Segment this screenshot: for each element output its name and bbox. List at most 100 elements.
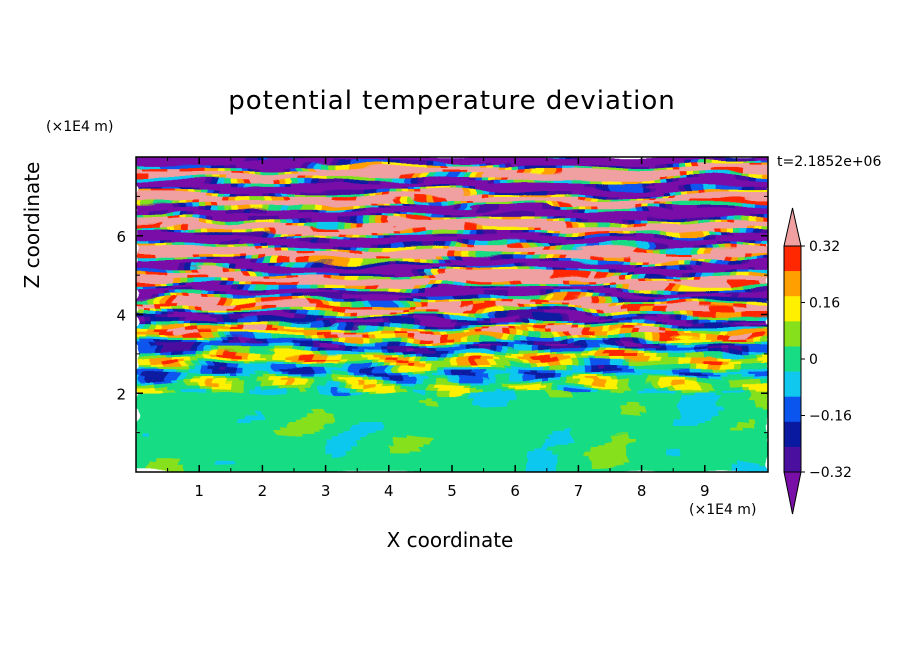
- contour-cell: [672, 455, 680, 460]
- contour-cell: [394, 425, 402, 430]
- contour-cell: [584, 432, 592, 437]
- contour-cell: [382, 455, 390, 460]
- contour-cell: [262, 438, 270, 443]
- contour-cell: [445, 435, 453, 440]
- contour-cell: [597, 438, 604, 443]
- contour-cell: [306, 425, 314, 430]
- contour-cell: [552, 452, 560, 456]
- contour-cell: [660, 448, 668, 453]
- contour-cell: [742, 422, 750, 427]
- contour-cell: [451, 452, 459, 456]
- contour-cell: [502, 432, 510, 437]
- contour-cell: [552, 442, 560, 447]
- contour-cell: [375, 468, 383, 472]
- contour-cell: [451, 468, 459, 472]
- contour-cell: [420, 461, 428, 466]
- contour-cell: [262, 435, 270, 440]
- contour-cell: [186, 448, 194, 453]
- contour-cell: [369, 468, 377, 472]
- contour-cell: [584, 465, 592, 470]
- contour-cell: [136, 445, 143, 450]
- contour-cell: [160, 422, 168, 427]
- contour-cell: [224, 438, 232, 443]
- contour-cell: [388, 435, 396, 440]
- contour-cell: [603, 448, 611, 453]
- contour-cell: [211, 455, 219, 460]
- contour-cell: [344, 445, 352, 450]
- contour-cell: [672, 432, 680, 437]
- contour-cell: [546, 425, 554, 430]
- contour-cell: [559, 438, 567, 443]
- contour-cell: [704, 422, 712, 427]
- contour-cell: [217, 425, 225, 430]
- contour-cell: [489, 465, 497, 470]
- contour-cell: [262, 448, 270, 453]
- contour-cell: [628, 468, 636, 472]
- contour-cell: [729, 461, 737, 466]
- contour-cell: [426, 429, 434, 433]
- contour-cell: [723, 425, 731, 430]
- contour-cell: [413, 452, 421, 456]
- contour-cell: [717, 442, 725, 447]
- contour-cell: [742, 458, 750, 463]
- contour-cell: [723, 422, 731, 427]
- contour-cell: [211, 435, 219, 440]
- contour-cell: [325, 432, 333, 437]
- contour-cell: [729, 429, 737, 433]
- contour-cell: [439, 448, 446, 453]
- contour-cell: [268, 445, 276, 450]
- contour-cell: [142, 419, 149, 424]
- contour-cell: [217, 432, 225, 437]
- contour-cell: [451, 438, 459, 443]
- contour-cell: [179, 429, 187, 433]
- contour-cell: [736, 468, 744, 472]
- contour-cell: [350, 422, 358, 427]
- contour-cell: [527, 425, 535, 430]
- contour-cell: [426, 458, 434, 463]
- contour-cell: [514, 429, 522, 433]
- contour-cell: [394, 468, 402, 472]
- contour-cell: [565, 438, 573, 443]
- contour-cell: [445, 461, 453, 466]
- contour-cell: [331, 448, 339, 453]
- contour-cell: [514, 461, 522, 466]
- contour-cell: [736, 458, 744, 463]
- contour-cell: [685, 452, 693, 456]
- contour-cell: [432, 442, 440, 447]
- contour-cell: [559, 455, 567, 460]
- contour-cell: [394, 429, 402, 433]
- contour-cell: [514, 465, 522, 470]
- contour-cell: [337, 432, 345, 437]
- contour-cell: [160, 442, 168, 447]
- contour-cell: [622, 429, 630, 433]
- contour-cell: [274, 465, 282, 470]
- contour-cell: [217, 455, 225, 460]
- contour-cell: [483, 442, 491, 447]
- contour-cell: [495, 435, 503, 440]
- contour-cell: [394, 465, 402, 470]
- contour-cell: [698, 448, 706, 453]
- contour-cell: [748, 468, 756, 472]
- contour-cell: [255, 468, 263, 472]
- contour-cell: [344, 461, 352, 466]
- contour-cell: [287, 455, 295, 460]
- contour-cell: [293, 461, 301, 466]
- contour-cell: [249, 468, 257, 472]
- contour-cell: [603, 468, 611, 472]
- contour-cell: [426, 468, 434, 472]
- contour-cell: [628, 442, 636, 447]
- contour-cell: [445, 448, 453, 453]
- contour-cell: [300, 419, 307, 424]
- contour-cell: [205, 468, 213, 472]
- contour-cell: [318, 455, 326, 460]
- contour-cell: [451, 425, 459, 430]
- contour-cell: [736, 442, 744, 447]
- contour-cell: [634, 468, 642, 472]
- contour-cell: [609, 445, 617, 450]
- contour-cell: [679, 448, 687, 453]
- contour-cell: [344, 468, 352, 472]
- contour-cell: [287, 442, 295, 447]
- contour-cell: [432, 452, 440, 456]
- contour-cell: [597, 429, 604, 433]
- contour-cell: [660, 435, 668, 440]
